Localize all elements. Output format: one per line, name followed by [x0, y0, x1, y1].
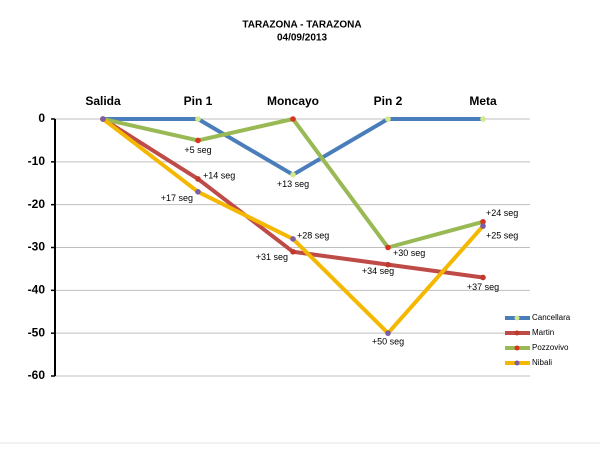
point: [100, 116, 106, 122]
value-label: +14 seg: [203, 170, 235, 180]
value-label: +37 seg: [467, 282, 499, 292]
value-label: +34 seg: [362, 266, 394, 276]
value-label: +24 seg: [486, 208, 518, 218]
point: [385, 116, 391, 122]
point: [290, 116, 296, 122]
y-tick-label: -30: [28, 240, 46, 254]
point: [385, 330, 391, 336]
x-tick-label: Meta: [469, 94, 497, 108]
legend-marker: [514, 360, 520, 366]
value-label: +30 seg: [393, 248, 425, 258]
point: [195, 189, 201, 195]
point: [480, 219, 486, 225]
legend-label: Martin: [532, 328, 554, 337]
y-tick-label: -60: [28, 368, 46, 382]
legend-marker: [514, 315, 520, 321]
legend-marker: [514, 330, 520, 336]
legend-label: Pozzovivo: [532, 343, 569, 352]
series-line: [103, 117, 483, 177]
chart-subtitle: 04/09/2013: [277, 33, 327, 44]
value-label: +50 seg: [372, 337, 404, 347]
legend-marker: [514, 345, 520, 351]
x-tick-label: Pin 2: [374, 94, 403, 108]
value-label: +31 seg: [256, 252, 288, 262]
legend-label: Nibali: [532, 358, 552, 367]
value-label: +17 seg: [161, 193, 193, 203]
x-tick-label: Pin 1: [184, 94, 213, 108]
point: [385, 261, 391, 268]
value-label: +13 seg: [277, 179, 309, 189]
point: [480, 274, 486, 281]
value-label: +5 seg: [184, 145, 211, 155]
value-label: +28 seg: [297, 230, 329, 240]
x-tick-label: Moncayo: [267, 94, 319, 108]
point: [195, 137, 201, 144]
y-tick-label: -50: [28, 325, 46, 339]
point: [480, 116, 486, 122]
point: [290, 171, 296, 178]
point: [195, 116, 201, 122]
point: [480, 223, 486, 229]
x-tick-label: Salida: [85, 94, 121, 108]
point: [290, 248, 296, 255]
point: [290, 236, 296, 242]
series-line: [101, 117, 485, 336]
y-tick-label: -10: [28, 154, 46, 168]
value-label: +25 seg: [486, 230, 518, 240]
chart-title: TARAZONA - TARAZONA: [242, 20, 361, 31]
point: [385, 244, 391, 251]
y-tick-label: 0: [38, 111, 45, 125]
y-tick-label: -20: [28, 197, 46, 211]
y-tick-label: -40: [28, 283, 46, 297]
point: [195, 176, 201, 182]
legend-label: Cancellara: [532, 313, 571, 322]
